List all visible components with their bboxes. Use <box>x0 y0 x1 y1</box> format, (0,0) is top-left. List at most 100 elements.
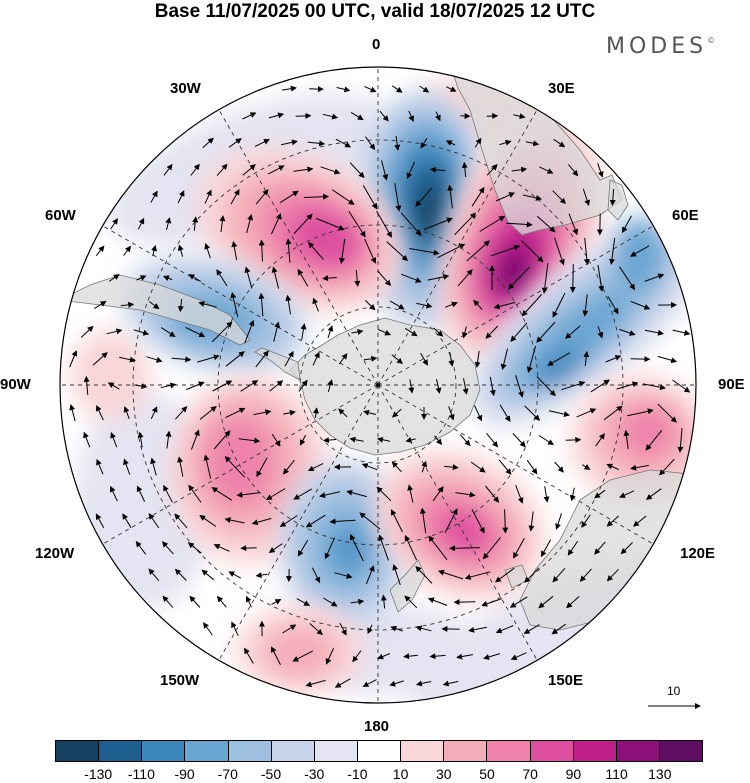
wind-vector <box>331 189 355 205</box>
wind-vector <box>471 509 485 534</box>
color-bar-tick-label: 30 <box>436 766 452 782</box>
wind-vector <box>322 437 337 444</box>
wind-vector <box>177 456 184 477</box>
wind-vector <box>515 375 524 398</box>
wind-vector <box>136 275 147 281</box>
wind-vector <box>327 325 334 338</box>
wind-vector <box>107 382 120 390</box>
wind-vector <box>363 409 377 416</box>
color-bar-tick-label: -70 <box>217 766 238 782</box>
wind-vector <box>391 85 403 93</box>
wind-vector <box>582 464 591 470</box>
wind-vector <box>150 406 158 420</box>
lon-label-90e: 90E <box>718 376 745 393</box>
wind-vector <box>190 163 200 176</box>
wind-vector <box>429 653 446 660</box>
south-america <box>60 274 251 346</box>
wind-vector <box>510 652 527 661</box>
wind-vector <box>350 598 365 605</box>
wind-vector <box>160 327 176 337</box>
wind-vector <box>391 461 402 473</box>
wind-vector <box>225 407 246 419</box>
wind-vector <box>110 218 118 230</box>
wind-vector <box>148 513 160 529</box>
wind-vector <box>204 242 211 259</box>
wind-vector <box>150 457 157 476</box>
wind-vector <box>258 239 265 262</box>
wind-vector <box>197 354 220 363</box>
wind-vector <box>271 599 282 605</box>
color-bar-tick-label: -130 <box>84 766 113 782</box>
wind-vector <box>279 515 298 528</box>
wind-vector <box>161 541 174 555</box>
wind-vector <box>523 624 540 634</box>
wind-vector <box>327 379 334 393</box>
wind-vector <box>246 214 253 234</box>
wind-vector <box>123 245 132 256</box>
wind-vector <box>605 355 622 363</box>
wind-vector <box>583 237 590 266</box>
wind-vector <box>392 564 401 586</box>
lon-label-150e: 150E <box>548 672 584 689</box>
wind-vector <box>677 428 684 453</box>
wind-vector <box>479 215 506 232</box>
wind-vector <box>389 300 405 310</box>
wind-vector <box>606 515 619 527</box>
wind-vector <box>432 486 444 502</box>
wind-vector <box>421 460 428 473</box>
color-bar-swatch <box>184 741 228 761</box>
wind-vector <box>230 292 239 318</box>
wind-vector <box>312 407 319 418</box>
wind-vector <box>106 328 123 335</box>
wind-vector <box>135 383 148 390</box>
wind-vector <box>253 409 272 416</box>
wind-vector <box>279 190 299 204</box>
color-bar-swatch <box>572 741 616 761</box>
wind-vector <box>565 436 582 443</box>
wind-vector <box>538 435 554 446</box>
wind-vector <box>265 488 286 501</box>
wind-vector <box>329 518 356 525</box>
wind-vector <box>526 460 538 475</box>
wind-vector <box>256 457 268 478</box>
wind-vector <box>561 380 586 391</box>
wind-vector <box>515 485 524 504</box>
wind-vector <box>461 161 468 178</box>
wind-vector <box>95 245 105 257</box>
wind-vector <box>456 653 473 660</box>
wind-vector <box>305 514 326 528</box>
wind-vector <box>94 300 107 310</box>
wind-vector <box>419 507 427 534</box>
wind-vector <box>420 137 428 149</box>
wind-vector <box>442 680 459 687</box>
wind-vector <box>254 139 270 147</box>
wind-vector <box>597 163 604 178</box>
wind-vector <box>510 322 528 342</box>
wind-vector <box>409 248 440 256</box>
color-bar-tick-label: -110 <box>127 766 155 782</box>
wind-vector <box>319 491 341 499</box>
wind-vector <box>555 513 562 530</box>
color-bar <box>55 740 703 762</box>
color-bar-tick-label: -30 <box>304 766 325 782</box>
wind-vector <box>391 408 402 418</box>
wind-vector <box>547 352 571 366</box>
wind-vector <box>429 166 446 173</box>
wind-vector <box>244 647 254 664</box>
wind-vector <box>415 625 432 632</box>
wind-vector <box>672 329 691 336</box>
wind-vector <box>268 112 285 119</box>
wind-vector <box>630 245 650 257</box>
wind-vector <box>448 352 455 367</box>
wind-vector <box>548 410 570 418</box>
wind-vector <box>351 328 364 335</box>
wind-vector <box>645 429 663 451</box>
wind-vector <box>123 458 131 475</box>
wind-vector <box>389 680 404 687</box>
wind-vector <box>567 540 579 556</box>
wind-vector <box>322 113 339 120</box>
wind-vector <box>359 512 381 530</box>
wind-vector <box>146 356 163 363</box>
wind-vector <box>437 243 466 259</box>
wind-vector <box>427 597 448 606</box>
